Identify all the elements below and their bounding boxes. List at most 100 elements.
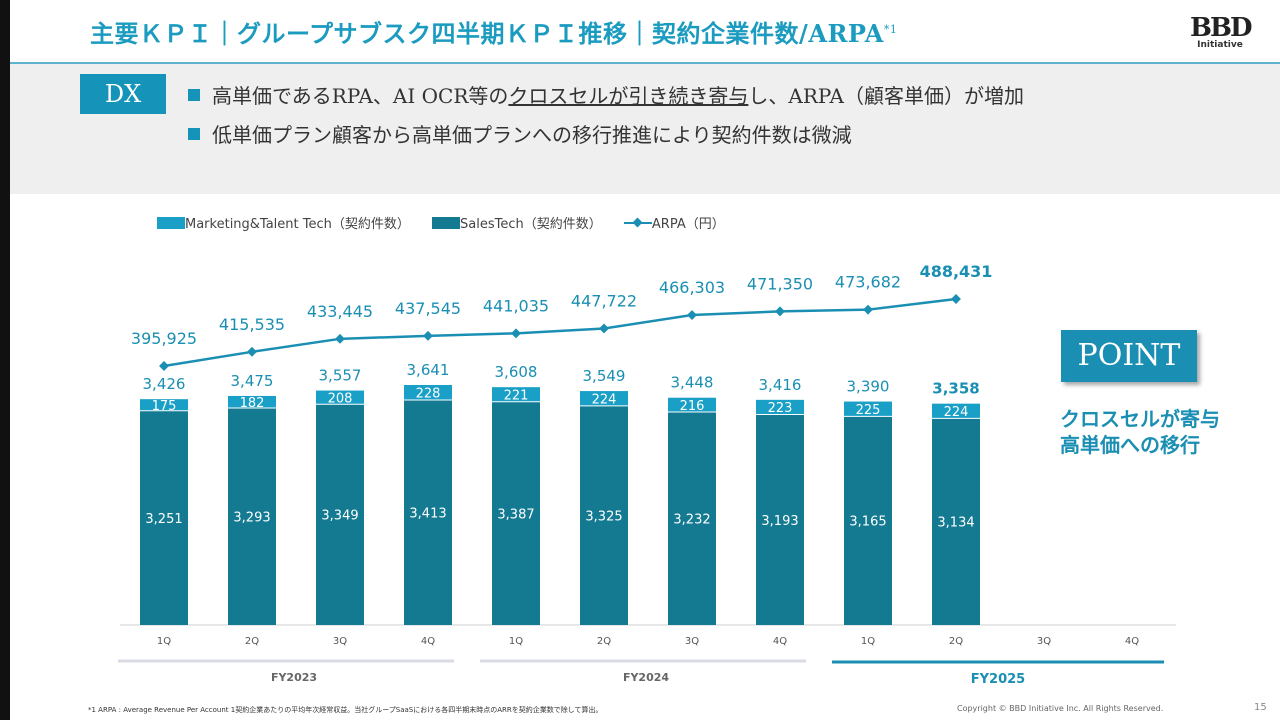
bar-salestech [756,414,804,625]
fiscal-year-label: FY2024 [623,671,669,684]
arpa-point [863,304,873,315]
arpa-data-label: 395,925 [131,329,197,348]
page-title: 主要ＫＰＩ｜グループサブスク四半期ＫＰＩ推移｜契約企業件数/ARPA*1 [90,19,898,48]
logo-subtext: Initiative [1197,40,1243,50]
bar-marketing [844,401,892,417]
x-tick-label: 4Q [421,636,435,647]
arpa-point [599,323,609,334]
data-label-total: 3,358 [932,380,979,398]
data-label-marketing: 216 [680,399,705,414]
data-label-salestech: 3,232 [673,512,710,527]
data-label-marketing: 224 [944,405,969,420]
bar-salestech [932,418,980,625]
data-label-total: 3,448 [671,374,714,392]
title-divider [10,62,1280,64]
summary-bullet-2: 低単価プラン顧客から高単価プランへの移行推進により契約件数は微減 [188,119,852,148]
data-label-marketing: 225 [856,403,881,418]
arpa-point [247,346,257,357]
data-label-total: 3,557 [319,367,362,385]
data-label-marketing: 228 [416,387,441,402]
arpa-data-label: 433,445 [307,302,373,321]
summary-panel [10,64,1280,194]
arpa-data-label: 437,545 [395,299,461,318]
data-label-salestech: 3,349 [321,509,358,524]
arpa-data-label: 473,682 [835,273,901,292]
x-tick-label: 3Q [333,636,347,647]
bar-marketing [756,399,804,415]
legend-swatch-sales [432,217,461,229]
data-label-salestech: 3,325 [585,509,622,524]
arpa-point [951,294,961,304]
data-label-total: 3,416 [759,376,802,394]
arpa-point [511,328,521,339]
page-number: 15 [1254,702,1267,713]
data-label-total: 3,390 [847,378,890,396]
x-tick-label: 2Q [597,636,611,647]
x-tick-label: 3Q [1037,636,1051,647]
bar-salestech [228,407,276,625]
point-line-2: 高単価への移行 [1060,433,1200,457]
arpa-data-label: 441,035 [483,296,549,315]
data-label-marketing: 223 [768,401,793,416]
arpa-data-label: 466,303 [659,278,725,297]
fiscal-year-label: FY2023 [271,671,317,684]
x-tick-label: 2Q [949,636,963,647]
x-tick-label: 1Q [509,636,523,647]
fiscal-year-label: FY2025 [971,672,1025,687]
data-label-salestech: 3,293 [233,510,270,525]
data-label-salestech: 3,387 [497,507,534,522]
point-message: クロスセルが寄与 高単価への移行 [1060,406,1220,458]
point-badge: POINT [1061,330,1197,382]
legend-item-arpa: ARPA（円） [623,213,725,232]
arpa-data-label: 471,350 [747,274,813,293]
copyright: Copyright © BBD Initiative Inc. All Righ… [957,704,1164,713]
bar-marketing [668,397,716,412]
x-tick-label: 4Q [773,636,787,647]
x-tick-label: 4Q [1125,636,1139,647]
legend-item-marketing: Marketing&Talent Tech（契約件数） [157,213,410,232]
arpa-data-label: 488,431 [920,262,993,281]
summary-bullet-1: 高単価であるRPA、AI OCR等のクロスセルが引き続き寄与し、ARPA（顧客単… [188,80,1024,109]
data-label-salestech: 3,251 [145,512,182,527]
dx-badge: DX [80,74,166,114]
logo-mark: BBD [1190,13,1253,43]
legend-item-sales: SalesTech（契約件数） [432,213,602,232]
arpa-line [163,297,957,368]
bar-salestech [580,405,628,625]
bar-marketing [492,387,540,402]
legend-swatch-marketing [157,217,185,229]
footnote: *1 ARPA : Average Revenue Per Account 1契… [88,706,603,714]
title-footnote-marker: *1 [883,23,898,36]
data-label-marketing: 208 [328,391,353,406]
data-label-salestech: 3,134 [937,516,974,531]
arpa-point [335,333,345,344]
arpa-point [159,361,169,371]
x-tick-label: 2Q [245,636,259,647]
bar-marketing [140,399,188,411]
data-label-total: 3,426 [143,375,186,393]
point-line-1: クロスセルが寄与 [1060,407,1220,431]
bar-salestech [140,410,188,625]
left-accent-bar [0,0,10,720]
data-label-total: 3,549 [583,367,626,385]
x-tick-label: 1Q [157,636,171,647]
arpa-point [775,306,785,317]
data-label-marketing: 224 [592,392,617,407]
data-label-total: 3,641 [407,361,450,379]
data-label-marketing: 182 [240,396,265,411]
x-tick-label: 1Q [861,636,875,647]
arpa-point [423,330,433,341]
data-label-marketing: 221 [504,388,529,403]
bar-marketing [580,391,628,406]
arpa-point [687,310,697,320]
x-tick-label: 3Q [685,636,699,647]
data-label-total: 3,475 [231,372,274,390]
company-logo: BBD Initiative [1190,13,1253,50]
data-label-salestech: 3,193 [761,514,798,529]
bar-marketing [228,395,276,408]
bar-marketing [316,390,364,405]
arpa-data-label: 415,535 [219,315,285,334]
data-label-salestech: 3,165 [849,515,886,530]
chart-legend: Marketing&Talent Tech（契約件数） SalesTech（契約… [157,213,743,232]
